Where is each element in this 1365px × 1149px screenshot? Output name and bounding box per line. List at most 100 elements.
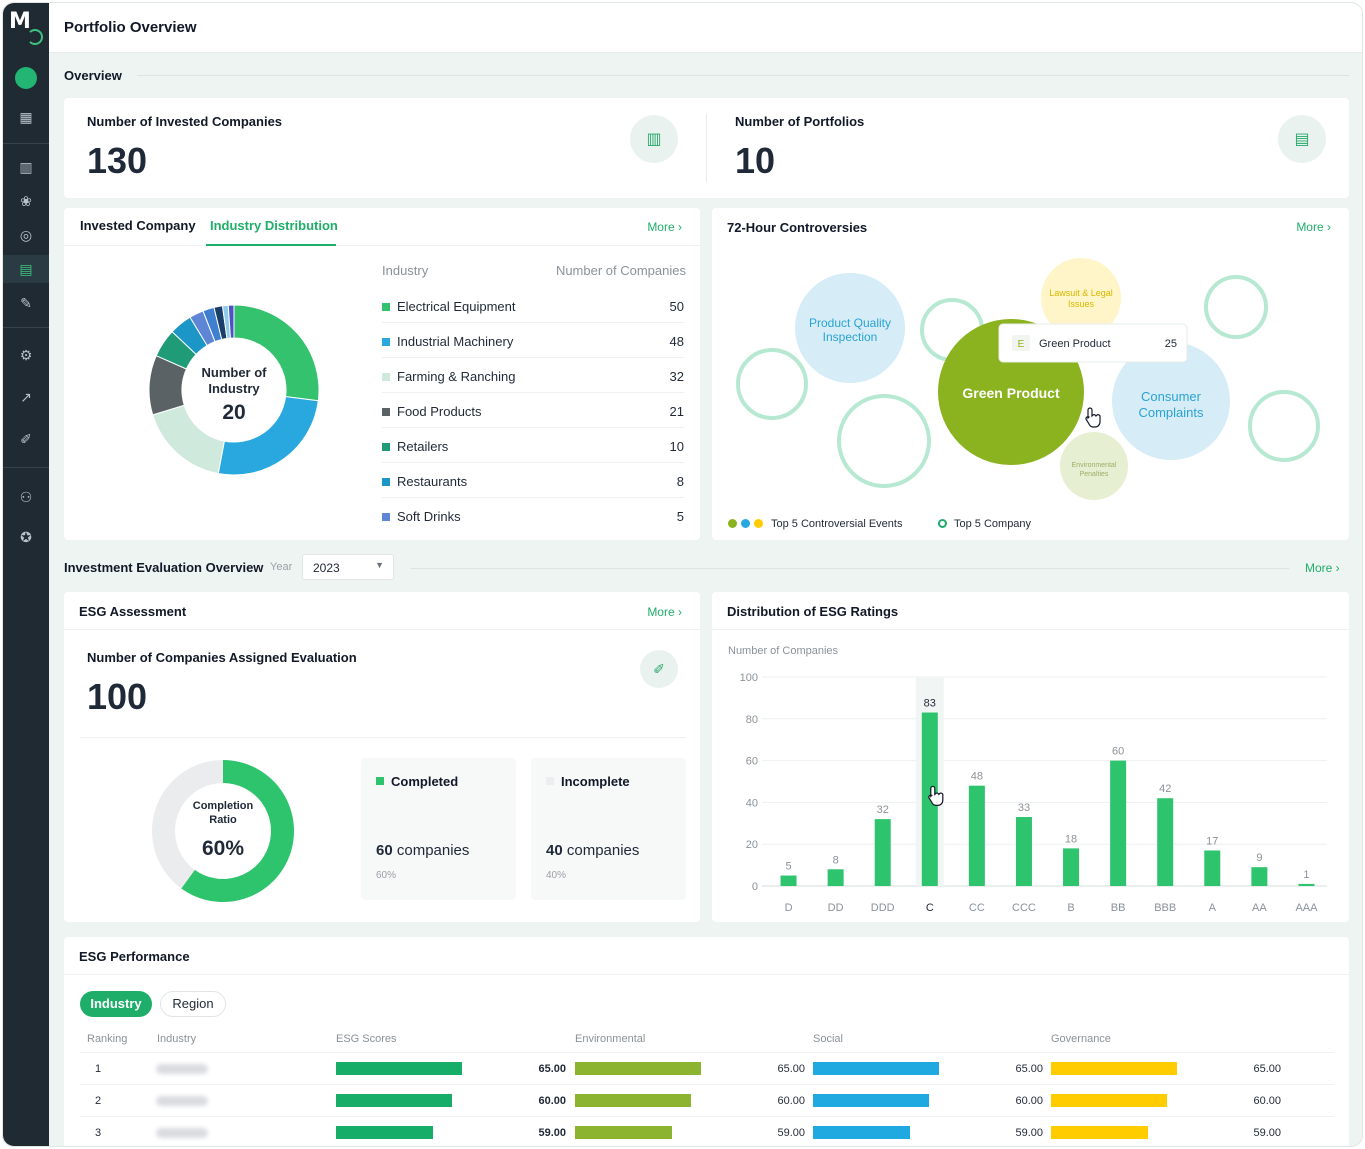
x-tick-label: BB bbox=[1111, 902, 1126, 914]
y-axis-label: Number of Companies bbox=[728, 645, 839, 657]
overview-card: Number of Invested Companies 130 ▥ Numbe… bbox=[64, 98, 1349, 198]
incomplete-slice[interactable] bbox=[152, 760, 223, 889]
chart-icon[interactable]: ▤ bbox=[3, 255, 49, 283]
completed-slice[interactable] bbox=[181, 760, 294, 902]
completed-unit: companies bbox=[396, 842, 470, 859]
app-logo[interactable]: M bbox=[9, 9, 45, 49]
tab-industry-distribution[interactable]: Industry Distribution bbox=[210, 218, 338, 233]
award-icon[interactable]: ✪ bbox=[20, 528, 32, 545]
hierarchy-icon[interactable]: ⚇ bbox=[19, 488, 33, 505]
year-label: Year bbox=[270, 561, 293, 573]
page-title: Portfolio Overview bbox=[64, 19, 197, 36]
bar-BB[interactable] bbox=[1110, 760, 1127, 886]
evaluation-more-link[interactable]: More › bbox=[1305, 561, 1340, 575]
env-bar bbox=[575, 1062, 701, 1075]
env-label-1: Environmental bbox=[1072, 462, 1117, 469]
lawsuit-label-1: Lawsuit & Legal bbox=[1049, 288, 1113, 298]
gov-value: 59.00 bbox=[1253, 1127, 1281, 1139]
company-bubble[interactable] bbox=[837, 394, 931, 488]
controversies-more-link[interactable]: More › bbox=[1296, 220, 1331, 234]
industry-row[interactable]: Farming & Ranching 32 bbox=[382, 358, 684, 393]
green-product-label: Green Product bbox=[962, 385, 1060, 401]
industry-row[interactable]: Industrial Machinery 48 bbox=[382, 323, 684, 358]
industry-name-redacted bbox=[156, 1096, 208, 1106]
tab-industry[interactable]: Industry bbox=[80, 991, 152, 1017]
pointer-cursor-icon bbox=[928, 785, 944, 806]
data-label: 42 bbox=[1159, 783, 1171, 795]
industry-row[interactable]: Food Products 21 bbox=[382, 393, 684, 428]
avatar-icon[interactable] bbox=[15, 67, 37, 89]
governance-header: Governance bbox=[1051, 1033, 1111, 1045]
product-quality-bubble[interactable] bbox=[795, 273, 905, 383]
invested-companies-value: 130 bbox=[87, 140, 148, 181]
industry-name-redacted bbox=[156, 1064, 208, 1074]
table-row[interactable]: 2 60.00 60.00 60.00 60.00 bbox=[80, 1085, 1334, 1117]
industry-name: Industrial Machinery bbox=[397, 334, 514, 349]
y-tick-label: 40 bbox=[746, 797, 758, 809]
table-row[interactable]: 3 59.00 59.00 59.00 59.00 bbox=[80, 1117, 1334, 1146]
bar-DD[interactable] bbox=[827, 869, 844, 886]
lawsuit-bubble[interactable] bbox=[1041, 258, 1121, 338]
product-quality-label-2: Inspection bbox=[823, 330, 878, 344]
bar-BBB[interactable] bbox=[1157, 798, 1174, 886]
report-icon[interactable]: ✎ bbox=[20, 294, 32, 311]
industry-name: Soft Drinks bbox=[397, 509, 461, 524]
industry-name-redacted bbox=[156, 1128, 208, 1138]
invested-companies-label: Number of Invested Companies bbox=[87, 114, 283, 129]
evaluation-title: Investment Evaluation Overview bbox=[64, 560, 264, 575]
data-label: 83 bbox=[924, 698, 936, 710]
incomplete-count: 40 bbox=[546, 842, 563, 859]
x-tick-label: AAA bbox=[1295, 902, 1318, 914]
environmental-bubble[interactable] bbox=[1060, 432, 1128, 500]
tab-region[interactable]: Region bbox=[160, 991, 226, 1017]
tab-invested-company[interactable]: Invested Company bbox=[80, 218, 196, 233]
grid-icon[interactable]: ▦ bbox=[19, 108, 33, 125]
target-icon[interactable]: ◎ bbox=[19, 226, 33, 243]
company-bubble[interactable] bbox=[736, 348, 808, 420]
completed-title: Completed bbox=[391, 774, 459, 789]
company-bubble[interactable] bbox=[1248, 390, 1320, 462]
env-bar bbox=[575, 1126, 672, 1139]
cluster-icon[interactable]: ❀ bbox=[20, 192, 32, 209]
donut-label-line2: Industry bbox=[208, 381, 260, 396]
esg-bar bbox=[336, 1094, 452, 1107]
building-icon[interactable]: ▥ bbox=[19, 158, 33, 175]
bar-A[interactable] bbox=[1204, 850, 1221, 886]
industry-row[interactable]: Retailers 10 bbox=[382, 428, 684, 463]
company-bubble[interactable] bbox=[1204, 275, 1268, 339]
data-label: 33 bbox=[1018, 802, 1030, 814]
sidebar: M ▦ ▥ ❀ ◎ ▤ ✎ ⚙ ↗ ✐ ⚇ ✪ bbox=[3, 3, 49, 1146]
pointer-cursor-icon bbox=[1085, 407, 1101, 428]
ranking-header: Ranking bbox=[87, 1033, 128, 1045]
donut-slice[interactable] bbox=[227, 304, 235, 339]
bar-CCC[interactable] bbox=[1015, 817, 1032, 886]
bar-AA[interactable] bbox=[1251, 867, 1268, 886]
esg-assessment-more-link[interactable]: More › bbox=[647, 605, 682, 619]
industry-row[interactable]: Restaurants 8 bbox=[382, 463, 684, 498]
data-label: 8 bbox=[833, 854, 839, 866]
industry-count: 10 bbox=[669, 439, 684, 454]
bubble-chart: Product Quality Inspection Lawsuit & Leg… bbox=[736, 258, 1320, 500]
x-tick-label: A bbox=[1209, 902, 1217, 914]
gov-bar bbox=[1051, 1126, 1148, 1139]
bar-B[interactable] bbox=[1063, 848, 1080, 886]
incomplete-pct: 40% bbox=[546, 870, 567, 881]
gear-icon[interactable]: ⚙ bbox=[19, 346, 33, 363]
trend-icon[interactable]: ↗ bbox=[20, 388, 32, 405]
year-select[interactable]: 2023 ▼ bbox=[302, 554, 394, 580]
incomplete-title: Incomplete bbox=[561, 774, 630, 789]
industry-row[interactable]: Electrical Equipment 50 bbox=[382, 288, 684, 323]
industry-row[interactable]: Soft Drinks 5 bbox=[382, 498, 684, 533]
edit-icon[interactable]: ✐ bbox=[20, 430, 32, 447]
consumer-complaints-bubble[interactable] bbox=[1112, 342, 1230, 460]
bar-AAA[interactable] bbox=[1298, 883, 1315, 886]
incomplete-unit: companies bbox=[566, 842, 640, 859]
chevron-down-icon: ▼ bbox=[375, 560, 384, 570]
bar-CC[interactable] bbox=[968, 785, 985, 886]
bar-D[interactable] bbox=[780, 875, 797, 886]
tooltip-badge: E bbox=[1018, 339, 1025, 350]
data-label: 17 bbox=[1206, 835, 1218, 847]
bar-DDD[interactable] bbox=[874, 819, 891, 886]
industry-more-link[interactable]: More › bbox=[647, 220, 682, 234]
table-row[interactable]: 1 65.00 65.00 65.00 65.00 bbox=[80, 1053, 1334, 1085]
